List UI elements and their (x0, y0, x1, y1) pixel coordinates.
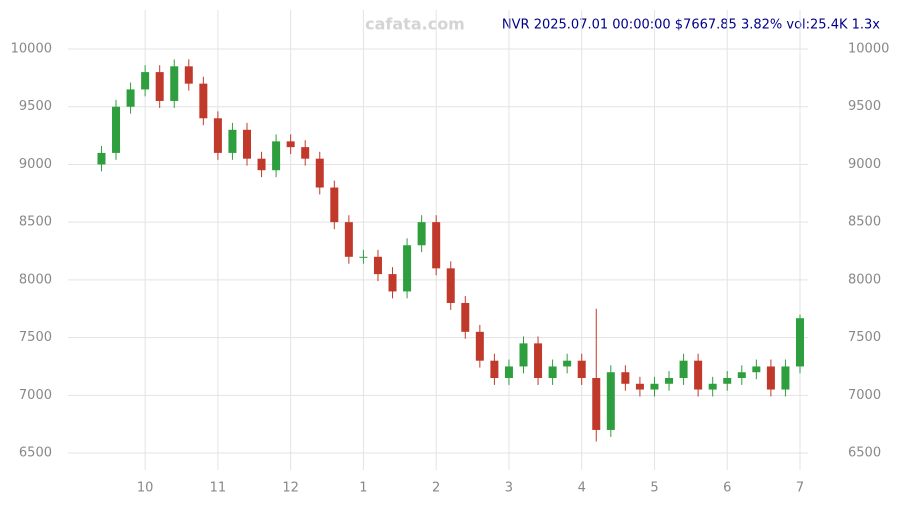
candle-body (606, 372, 615, 430)
candle-body (548, 366, 557, 378)
y-tick-label-right: 6500 (848, 446, 881, 461)
candle-body (752, 366, 761, 373)
candle-body (242, 129, 251, 159)
x-tick-label: 2 (432, 481, 440, 496)
x-tick-label: 5 (650, 481, 658, 496)
y-tick-label: 8500 (19, 215, 52, 230)
y-tick-label: 7500 (19, 330, 52, 345)
candle-body (723, 378, 732, 384)
candle-body (403, 245, 412, 292)
x-tick-label: 10 (137, 481, 154, 496)
watermark: cafata.com (365, 15, 465, 34)
y-tick-label: 7000 (19, 388, 52, 403)
candle-body (592, 378, 601, 430)
x-tick-label: 12 (282, 481, 299, 496)
candle-body (650, 383, 659, 390)
candle-body (461, 302, 470, 332)
x-tick-label: 1 (359, 481, 367, 496)
x-tick-label: 4 (578, 481, 586, 496)
candle-body (301, 147, 310, 159)
candle-body (126, 89, 135, 107)
y-tick-label-right: 10000 (848, 42, 889, 57)
candle-body (679, 360, 688, 378)
candle-body (504, 366, 513, 378)
candle-body (577, 360, 586, 378)
candle-body (621, 372, 630, 384)
y-tick-label-right: 8000 (848, 272, 881, 287)
x-tick-label: 7 (796, 481, 804, 496)
candle-body (766, 366, 775, 390)
y-tick-label-right: 8500 (848, 215, 881, 230)
candle-body (534, 343, 543, 378)
y-tick-label: 8000 (19, 272, 52, 287)
candle-body (563, 360, 572, 367)
candle-body (737, 372, 746, 378)
candle-body (184, 66, 193, 84)
candle-body (286, 141, 295, 148)
candle-body (708, 383, 717, 390)
candle-body (694, 360, 703, 390)
y-tick-label-right: 7500 (848, 330, 881, 345)
candle-body (417, 222, 426, 246)
candle-body (170, 66, 179, 101)
candle-body (257, 158, 266, 171)
candle-body (97, 152, 106, 165)
candle-body (141, 72, 150, 90)
x-tick-label: 3 (505, 481, 513, 496)
candle-body (795, 318, 804, 367)
y-tick-label-right: 9000 (848, 157, 881, 172)
candle-body (359, 256, 368, 258)
candle-body (112, 106, 121, 153)
y-tick-label-right: 7000 (848, 388, 881, 403)
candle-body (665, 378, 674, 384)
candle-body (446, 268, 455, 303)
x-tick-label: 11 (210, 481, 227, 496)
candle-body (373, 256, 382, 275)
candle-body (781, 366, 790, 390)
candle-body (272, 141, 281, 171)
y-tick-label: 9500 (19, 99, 52, 114)
candle-body (388, 274, 397, 292)
candle-body (519, 343, 528, 367)
candle-body (199, 83, 208, 119)
candle-body (490, 360, 499, 378)
candle-body (155, 72, 164, 101)
candle-body (228, 129, 237, 153)
y-tick-label: 10000 (11, 42, 52, 57)
candle-body (432, 222, 441, 269)
candle-body (475, 331, 484, 361)
y-tick-label: 9000 (19, 157, 52, 172)
candle-body (315, 158, 324, 188)
y-tick-label-right: 9500 (848, 99, 881, 114)
chart-title: NVR 2025.07.01 00:00:00 $7667.85 3.82% v… (502, 18, 880, 33)
candle-body (330, 187, 339, 223)
x-tick-label: 6 (723, 481, 731, 496)
candle-body (344, 222, 353, 257)
candle-body (635, 383, 644, 390)
y-tick-label: 6500 (19, 446, 52, 461)
candle-body (213, 118, 222, 153)
